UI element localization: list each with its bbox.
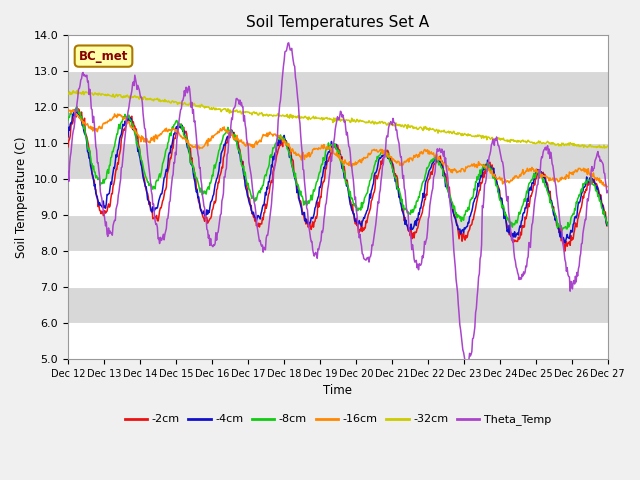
Bar bbox=[68, 108, 608, 143]
Bar bbox=[68, 323, 608, 359]
Legend: -2cm, -4cm, -8cm, -16cm, -32cm, Theta_Temp: -2cm, -4cm, -8cm, -16cm, -32cm, Theta_Te… bbox=[120, 410, 556, 430]
Bar bbox=[68, 36, 608, 72]
Bar bbox=[68, 251, 608, 287]
Bar bbox=[68, 287, 608, 323]
X-axis label: Time: Time bbox=[323, 384, 353, 397]
Bar bbox=[68, 215, 608, 251]
Y-axis label: Soil Temperature (C): Soil Temperature (C) bbox=[15, 136, 28, 258]
Bar bbox=[68, 179, 608, 215]
Bar bbox=[68, 72, 608, 108]
Bar bbox=[68, 143, 608, 179]
Title: Soil Temperatures Set A: Soil Temperatures Set A bbox=[246, 15, 429, 30]
Text: BC_met: BC_met bbox=[79, 49, 128, 62]
